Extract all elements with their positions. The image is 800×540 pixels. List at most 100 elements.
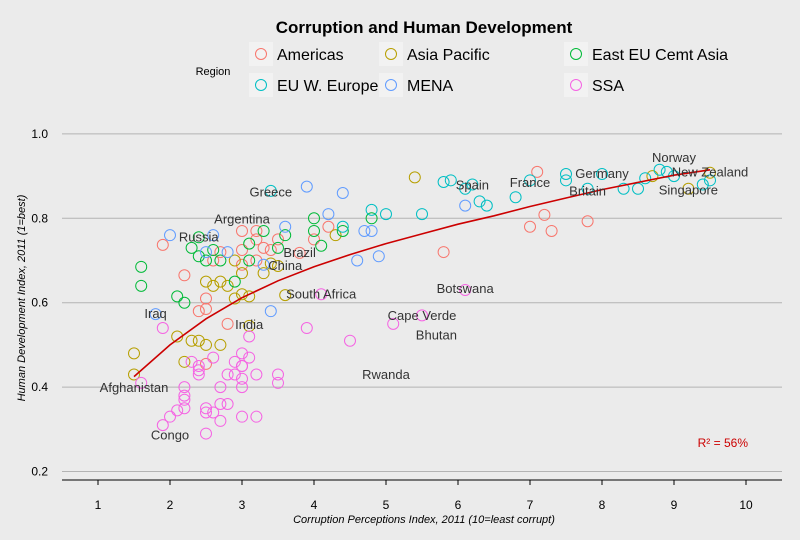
data-point <box>207 243 220 256</box>
country-label: Greece <box>249 185 292 200</box>
data-point <box>459 182 472 195</box>
data-point <box>200 357 212 370</box>
data-point <box>164 229 176 242</box>
x-tick-label: 5 <box>383 498 390 512</box>
legend-key <box>379 42 403 66</box>
chart-title: Corruption and Human Development <box>276 18 573 37</box>
country-label: Brazil <box>283 245 316 260</box>
data-point <box>178 402 191 415</box>
data-point <box>308 224 320 237</box>
legend-entry-label: Asia Pacific <box>407 47 490 64</box>
data-point <box>243 330 256 343</box>
data-point <box>272 241 284 254</box>
x-tick-label: 3 <box>239 498 246 512</box>
data-point <box>171 404 184 417</box>
data-point <box>293 246 306 259</box>
data-point <box>207 406 220 419</box>
country-label: Afghanistan <box>100 380 169 395</box>
country-label: South Africa <box>286 287 357 302</box>
legend-title: Region <box>196 66 231 78</box>
data-point <box>200 254 212 267</box>
x-tick-label: 6 <box>455 498 462 512</box>
data-point <box>329 229 342 242</box>
y-tick-label: 0.4 <box>31 380 48 394</box>
data-point <box>344 334 356 347</box>
data-point <box>171 290 184 303</box>
data-point <box>473 195 486 208</box>
country-label: Britain <box>569 184 606 199</box>
data-point <box>264 243 277 256</box>
x-tick-label: 9 <box>671 498 678 512</box>
data-point <box>524 174 536 187</box>
data-point <box>214 414 227 427</box>
data-point <box>459 284 472 297</box>
x-axis-ticks: 1 2 3 4 5 6 7 8 9 10 <box>95 480 753 512</box>
data-point <box>257 267 270 280</box>
country-label: India <box>235 317 264 332</box>
data-point <box>250 233 263 246</box>
data-point <box>632 182 644 195</box>
data-point <box>164 410 176 423</box>
data-point <box>437 176 450 189</box>
data-point <box>538 208 551 221</box>
data-point <box>696 178 709 191</box>
country-label: Congo <box>151 427 189 442</box>
legend-marker <box>255 48 267 60</box>
data-point <box>192 231 205 244</box>
data-point <box>178 381 191 394</box>
data-point <box>264 305 277 318</box>
data-point <box>250 224 263 237</box>
data-point <box>336 220 349 233</box>
data-point <box>236 224 248 237</box>
data-point <box>279 220 292 233</box>
data-point <box>279 229 292 242</box>
r-squared-label: R² = 56% <box>698 436 749 450</box>
data-point <box>236 381 248 394</box>
data-point <box>236 410 248 423</box>
data-point <box>322 220 335 233</box>
data-point <box>272 233 284 246</box>
x-tick-label: 7 <box>527 498 534 512</box>
data-point <box>243 254 256 267</box>
data-point <box>214 398 227 411</box>
data-point <box>509 191 522 204</box>
legend-key <box>564 42 588 66</box>
data-point <box>387 317 400 330</box>
data-point <box>272 368 284 381</box>
data-point <box>192 360 205 373</box>
y-tick-label: 0.8 <box>31 211 48 225</box>
data-point <box>416 208 428 221</box>
legend-entry-label: SSA <box>592 78 624 95</box>
legend-marker <box>255 79 267 91</box>
data-point <box>581 182 594 195</box>
data-point <box>200 292 212 305</box>
data-point <box>185 355 198 368</box>
data-points <box>128 163 716 440</box>
data-point <box>200 246 212 259</box>
data-point <box>358 224 371 237</box>
legend-entry-label: Americas <box>277 47 344 64</box>
data-point <box>372 250 385 263</box>
data-point <box>185 241 198 254</box>
data-point <box>214 254 227 267</box>
data-point <box>178 355 191 368</box>
data-point <box>524 220 536 233</box>
data-point <box>380 208 392 221</box>
legend-marker <box>385 48 397 60</box>
data-point <box>704 174 716 187</box>
data-point <box>236 243 248 256</box>
x-tick-label: 1 <box>95 498 102 512</box>
y-tick-label: 0.6 <box>31 296 48 310</box>
country-label: Rwanda <box>362 367 410 382</box>
data-point <box>408 171 421 184</box>
data-point <box>322 208 335 221</box>
x-tick-label: 2 <box>167 498 174 512</box>
data-point <box>545 224 558 237</box>
data-point <box>560 167 572 180</box>
data-point <box>459 199 472 212</box>
data-point <box>308 212 320 225</box>
data-point <box>178 269 191 282</box>
data-point <box>214 381 227 394</box>
legend: Americas Asia Pacific East EU Cemt Asia EU … <box>249 42 728 97</box>
data-point <box>178 393 191 406</box>
